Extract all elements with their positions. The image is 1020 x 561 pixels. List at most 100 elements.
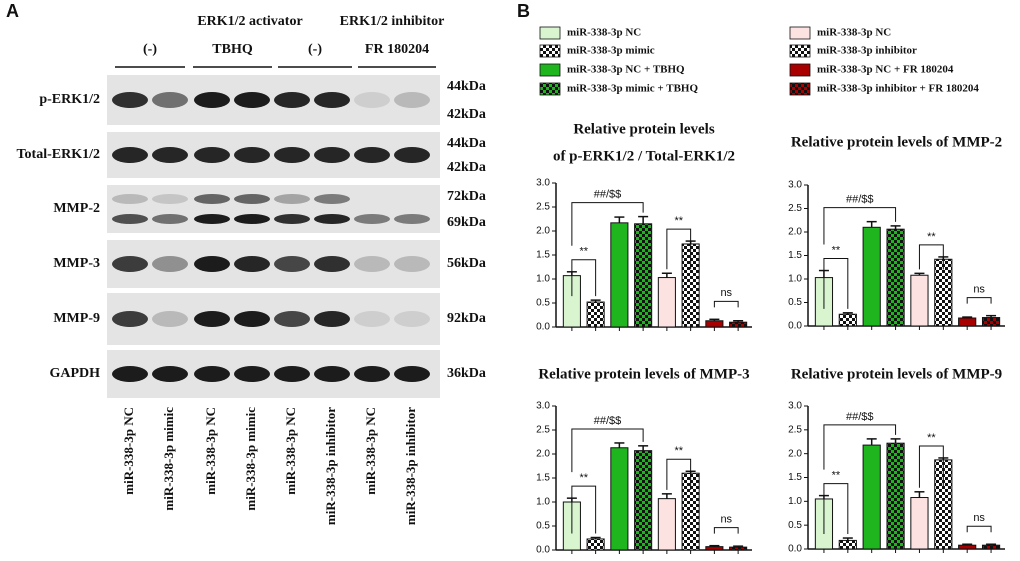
significance-label: **	[832, 470, 841, 482]
legend-label: miR-338-3p NC	[567, 27, 641, 39]
bar	[586, 301, 605, 328]
significance-label: ##/$$	[594, 415, 622, 427]
bar	[657, 277, 676, 328]
kda-label: 72kDa	[447, 189, 486, 204]
chart-title: Relative protein levels of MMP-2	[791, 134, 1002, 150]
blot-row-label: MMP-2	[53, 201, 100, 216]
blot-row-label: GAPDH	[49, 366, 100, 381]
blot-band	[274, 311, 310, 327]
significance-label: **	[579, 246, 588, 258]
bar	[657, 498, 676, 551]
bar	[729, 546, 748, 551]
significance-label: **	[579, 472, 588, 484]
lane-label: miR-338-3p inhibitor	[403, 407, 418, 525]
y-tick-label: 1.0	[536, 497, 550, 508]
blot-band	[194, 256, 230, 272]
significance-bracket	[571, 428, 644, 473]
blot-band	[194, 147, 230, 163]
bar	[705, 320, 724, 328]
blot-band	[354, 366, 390, 382]
blot-band	[152, 92, 188, 108]
kda-label: 69kDa	[447, 215, 486, 230]
significance-label: ns	[973, 512, 985, 524]
significance-label: ##/$$	[846, 194, 874, 206]
significance-bracket	[571, 485, 597, 534]
y-tick-label: 0.5	[788, 297, 802, 308]
blot-band	[314, 194, 350, 204]
bar	[862, 444, 881, 550]
blot-row-label: p-ERK1/2	[39, 92, 100, 107]
kda-label: 42kDa	[447, 160, 486, 175]
bar	[910, 497, 929, 550]
y-tick-label: 3.0	[536, 401, 550, 412]
y-tick-label: 3.0	[788, 401, 802, 412]
blot-band	[394, 92, 430, 108]
blot-band	[274, 256, 310, 272]
y-tick-label: 2.5	[788, 424, 802, 435]
panel-label: B	[517, 1, 530, 21]
y-tick-label: 2.0	[536, 226, 550, 237]
legend-label: miR-338-3p mimic	[567, 45, 655, 57]
lane-label: miR-338-3p NC	[121, 407, 136, 495]
kda-label: 36kDa	[447, 366, 486, 381]
blot-strip	[107, 293, 440, 345]
kda-label: 42kDa	[447, 107, 486, 122]
lane-label: miR-338-3p inhibitor	[323, 407, 338, 525]
blot-band	[354, 311, 390, 327]
bar	[838, 539, 857, 550]
bar	[958, 317, 977, 327]
significance-bracket	[918, 445, 944, 488]
blot-group: TBHQ	[212, 42, 253, 57]
significance-bracket	[823, 483, 849, 535]
blot-group: (-)	[308, 42, 322, 57]
legend-swatch	[789, 26, 811, 40]
chart-title: Relative protein levels	[573, 121, 715, 137]
blot-group: (-)	[143, 42, 157, 57]
blot-header: ERK1/2 activator	[197, 14, 302, 29]
y-tick-label: 2.0	[536, 449, 550, 460]
legend-swatch	[789, 44, 811, 58]
blot-band	[314, 214, 350, 224]
significance-label: ns	[720, 514, 732, 526]
blot-group: FR 180204	[365, 42, 429, 57]
bar	[981, 544, 1001, 550]
significance-label: **	[927, 231, 936, 243]
significance-label: ##/$$	[846, 411, 874, 423]
significance-bracket	[966, 297, 992, 304]
blot-band	[112, 194, 148, 204]
blot-band	[152, 366, 188, 382]
bar	[862, 226, 881, 327]
y-tick-label: 1.5	[788, 472, 802, 483]
bar	[634, 450, 653, 551]
bar	[958, 544, 977, 550]
legend-label: miR-338-3p inhibitor	[817, 45, 917, 57]
legend-swatch	[539, 82, 561, 96]
lane-label: miR-338-3p mimic	[161, 407, 176, 511]
significance-bracket	[823, 258, 849, 309]
y-tick-label: 2.5	[788, 203, 802, 214]
significance-bracket	[571, 202, 644, 246]
blot-band	[112, 147, 148, 163]
blot-band	[194, 214, 230, 224]
y-tick-label: 1.0	[536, 274, 550, 285]
lane-label: miR-338-3p NC	[203, 407, 218, 495]
bar	[610, 447, 629, 551]
blot-band	[194, 92, 230, 108]
blot-band	[152, 214, 188, 224]
significance-bracket	[823, 207, 897, 245]
significance-bracket	[823, 424, 897, 470]
significance-label: **	[832, 244, 841, 256]
blot-band	[194, 311, 230, 327]
kda-label: 56kDa	[447, 256, 486, 271]
blot-band	[314, 92, 350, 108]
y-tick-label: 1.5	[536, 473, 550, 484]
y-tick-label: 1.5	[788, 250, 802, 261]
kda-label: 92kDa	[447, 311, 486, 326]
bar	[886, 442, 905, 550]
blot-band	[314, 147, 350, 163]
y-tick-label: 0.0	[536, 545, 550, 556]
significance-label: **	[927, 432, 936, 444]
y-tick-label: 1.0	[788, 274, 802, 285]
blot-band	[394, 214, 430, 224]
lane-label: miR-338-3p NC	[363, 407, 378, 495]
